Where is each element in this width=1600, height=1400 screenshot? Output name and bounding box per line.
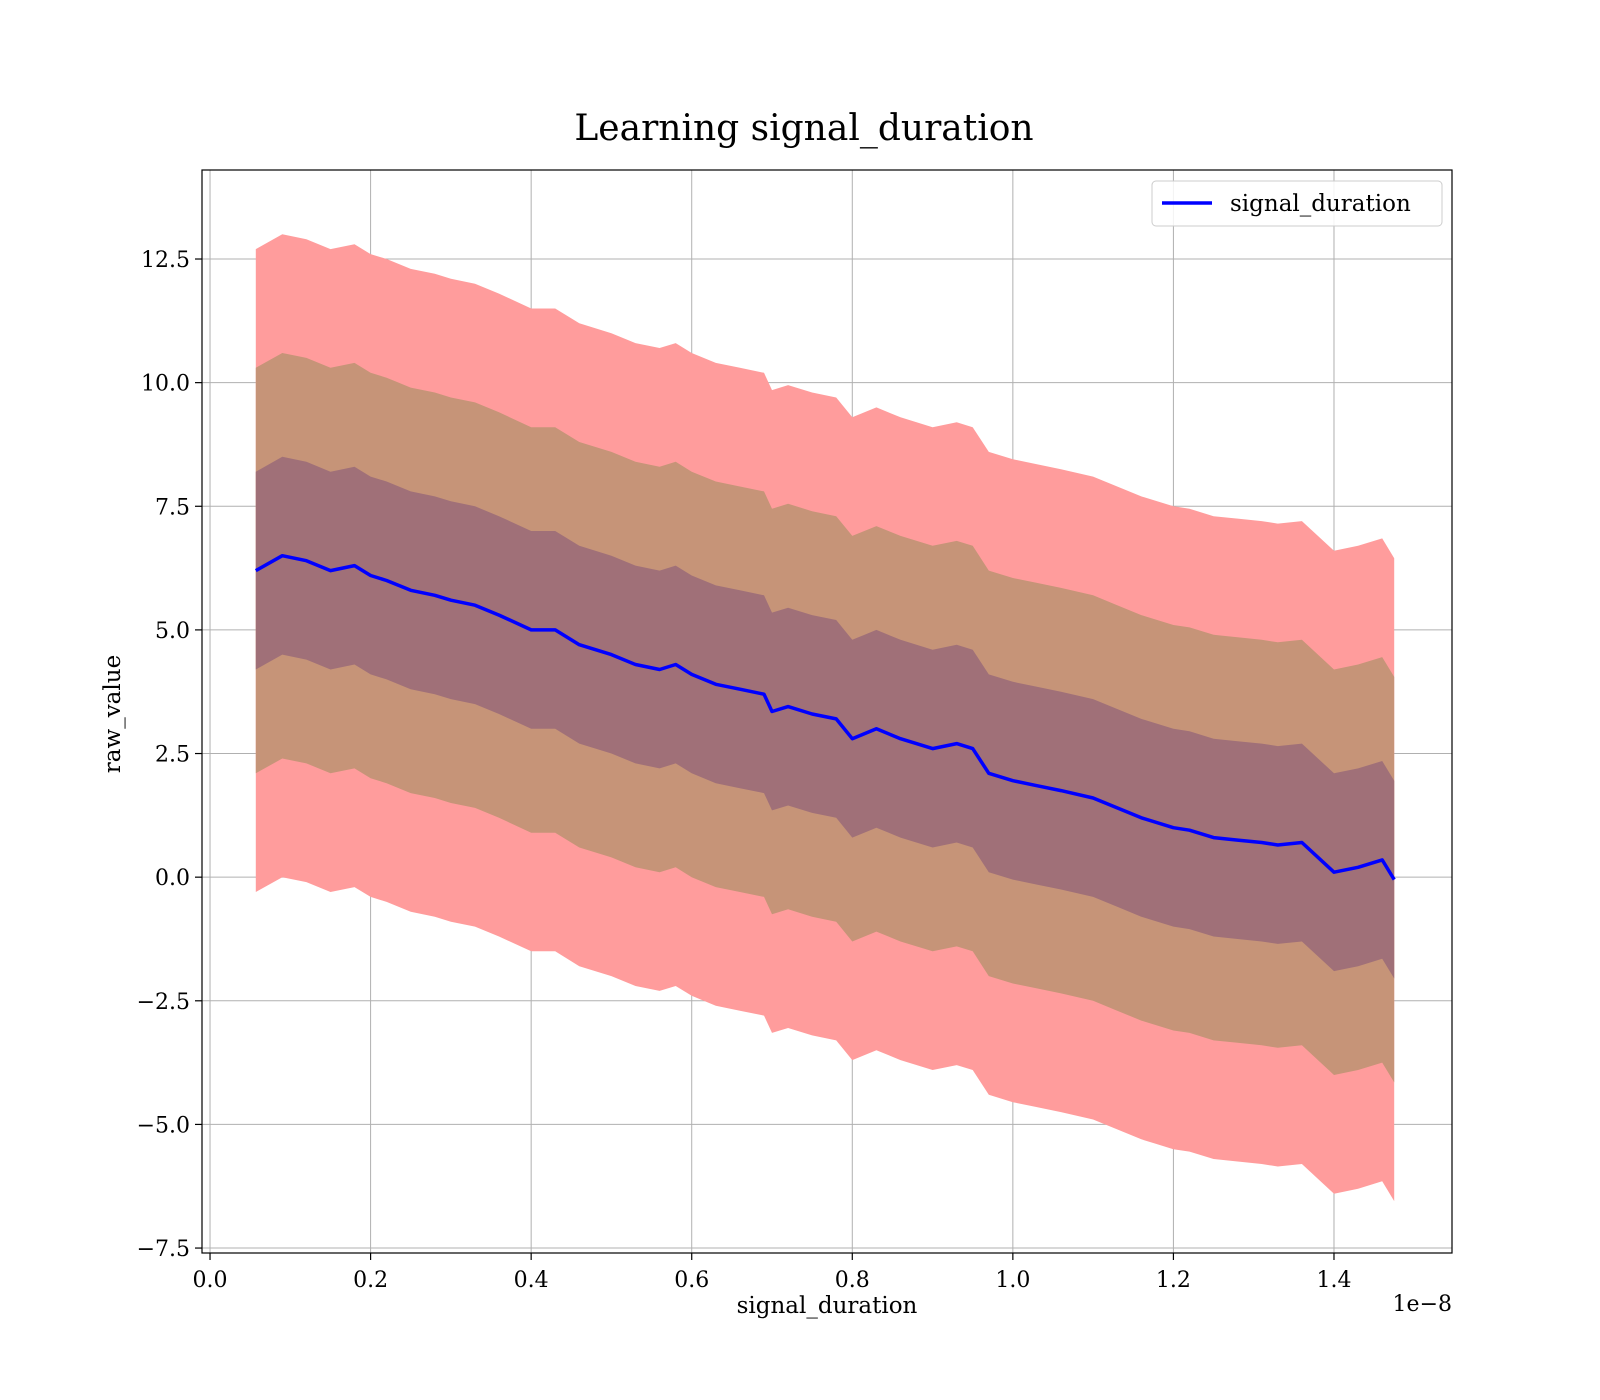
- y-tick-label: 0.0: [155, 866, 190, 891]
- plot-frame: [201, 169, 1453, 1254]
- x-tick-label: 1.4: [1316, 1268, 1351, 1293]
- y-tick-label: −7.5: [137, 1237, 190, 1262]
- y-tick-label: −2.5: [137, 990, 190, 1015]
- y-tick-label: 10.0: [141, 372, 190, 397]
- x-tick-label: 0.2: [353, 1268, 388, 1293]
- y-tick-label: 5.0: [155, 619, 190, 644]
- y-tick-label: 7.5: [155, 495, 190, 520]
- series-line-1: [254, 553, 1396, 881]
- chart-title: Learning signal_duration: [574, 108, 1033, 149]
- x-tick-label: 0.6: [674, 1268, 709, 1293]
- x-axis-label: signal_duration: [737, 1293, 918, 1319]
- x-axis-offset-label: 1e−8: [1393, 1292, 1452, 1317]
- x-tick-label: 0.4: [514, 1268, 549, 1293]
- y-tick-label: −5.0: [137, 1113, 190, 1138]
- x-tick-label: 1.0: [995, 1268, 1030, 1293]
- y-tick-label: 12.5: [141, 248, 190, 273]
- series-lines: [254, 553, 1396, 881]
- legend-label-signal-duration: signal_duration: [1230, 191, 1411, 217]
- legend-box: [1151, 180, 1443, 227]
- x-tick-label: 0.0: [193, 1268, 228, 1293]
- legend: signal_duration: [1151, 180, 1443, 227]
- x-tick-label: 0.8: [835, 1268, 870, 1293]
- y-tick-label: 2.5: [155, 743, 190, 768]
- axis-ticks: 0.0 0.2 0.4 0.6 0.8 1.0 1.2 1.4 −7.5 −5.0 −2.5 0.0 2…: [137, 248, 1352, 1293]
- y-axis-label: raw_value: [100, 655, 126, 773]
- x-tick-label: 1.2: [1156, 1268, 1191, 1293]
